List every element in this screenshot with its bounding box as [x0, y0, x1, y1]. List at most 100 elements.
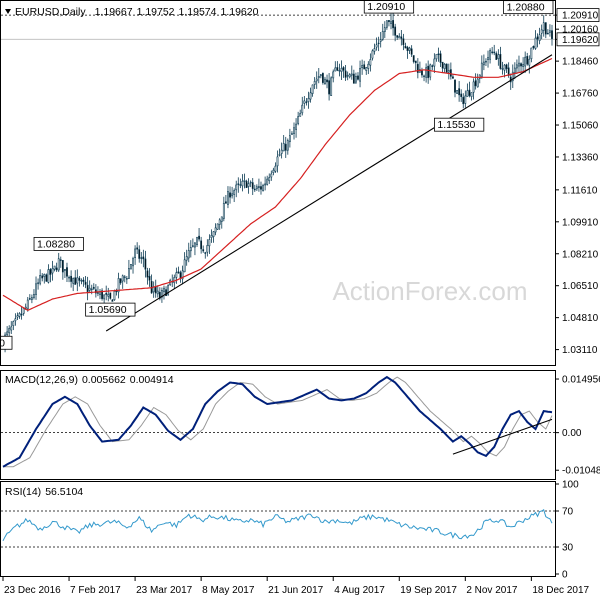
candle-body: [39, 274, 42, 284]
candle-body: [499, 54, 502, 69]
candle-body: [505, 64, 508, 70]
candle-body: [414, 60, 417, 64]
candle-body: [439, 53, 442, 63]
price-header: EURUSD,Daily 1.19667 1.19752 1.19574 1.19620: [15, 6, 259, 18]
date-axis-label: 4 Aug 2017: [334, 585, 385, 596]
candle-body: [522, 64, 525, 67]
candle-body: [437, 53, 440, 56]
candle-body: [470, 92, 473, 97]
candle-body: [59, 259, 62, 261]
macd-line: [2, 375, 553, 468]
candle-body: [544, 22, 547, 35]
candle-body: [142, 256, 145, 260]
dropdown-triangle-icon[interactable]: [5, 9, 11, 14]
candle-body: [66, 267, 68, 277]
candle-body: [210, 235, 213, 239]
price-axis-label: 1.04810: [562, 313, 599, 324]
candle-body: [6, 331, 9, 336]
candle-body: [425, 67, 428, 78]
candle-body: [511, 71, 514, 82]
price-annotation-label: 1.20910: [367, 1, 405, 13]
candle-body: [427, 65, 430, 79]
price-panel: 1.20910 1.20880 1.15530 1.08280 1.05690 1.0: [0, 0, 554, 353]
candle-body: [373, 48, 376, 52]
candle-body: [109, 292, 112, 299]
candle-body: [528, 58, 531, 66]
candle-body: [284, 143, 287, 151]
candle-body: [551, 30, 553, 39]
candle-body: [183, 259, 186, 273]
candle-body: [216, 223, 219, 230]
price-axis-label: 1.19620: [562, 35, 599, 46]
candle-body: [187, 250, 190, 259]
watermark: ActionForex.com: [332, 276, 527, 306]
candle-body: [220, 216, 223, 222]
rsi-value: 56.5104: [45, 486, 83, 498]
candle-body: [97, 292, 99, 294]
candle-body: [43, 274, 46, 277]
macd-panel-frame: [0, 370, 556, 480]
candle-body: [538, 34, 541, 42]
candle-body: [10, 326, 13, 331]
candle-body: [255, 186, 258, 190]
ohlc-close: 1.19620: [221, 6, 259, 18]
candle-body: [175, 272, 178, 278]
candle-body: [148, 275, 151, 281]
candle-body: [299, 113, 302, 117]
candle-body: [270, 173, 273, 178]
candle-body: [404, 45, 407, 49]
date-axis-label: 2 Nov 2017: [466, 585, 518, 596]
candle-body: [394, 26, 397, 36]
price-panel-frame: [0, 0, 556, 366]
candle-body: [291, 133, 293, 135]
candle-body: [503, 64, 506, 71]
candle-body: [194, 242, 196, 248]
candle-body: [441, 61, 444, 69]
macd-panel: [2, 375, 553, 468]
candle-body: [309, 92, 312, 100]
price-annotation-label: 1.05690: [89, 304, 127, 316]
price-annotation-box: [33, 237, 84, 251]
candle-body: [53, 265, 56, 270]
candle-body: [348, 74, 351, 78]
candle-body: [146, 270, 149, 278]
macd-header: MACD(12,26,9) 0.005662 0.004914: [5, 374, 174, 386]
candle-body: [258, 186, 260, 188]
candle-body: [272, 169, 275, 174]
candle-body: [334, 67, 337, 72]
candle-body: [132, 258, 134, 267]
candle-body: [245, 181, 248, 188]
candle-body: [301, 104, 304, 114]
candle-body: [355, 76, 357, 83]
candle-body: [33, 294, 35, 298]
rsi-axis-label: 0: [562, 570, 568, 581]
candle-body: [280, 149, 283, 154]
candle-body: [45, 274, 48, 282]
candle-body: [144, 258, 147, 270]
candle-body: [516, 64, 518, 69]
candle-body: [30, 297, 33, 300]
candle-body: [167, 285, 170, 295]
candle-body: [456, 90, 458, 94]
price-annotation-label: 1.15530: [437, 119, 475, 131]
candle-body: [487, 57, 489, 60]
candle-body: [546, 32, 549, 35]
candle-body: [173, 277, 176, 284]
candle-body: [520, 63, 522, 67]
price-axis-marker: [556, 32, 600, 47]
axes-layer: 1.209101.201601.196201.184601.167601.150…: [2, 8, 600, 596]
candle-body: [243, 180, 246, 182]
candle-body: [388, 20, 390, 23]
candle-body: [127, 268, 130, 279]
price-axis-label: 1.20910: [562, 11, 599, 22]
candle-body: [191, 245, 194, 247]
candle-body: [367, 63, 370, 69]
candle-body: [78, 277, 81, 281]
candle-body: [468, 89, 471, 96]
candle-body: [532, 46, 535, 48]
candle-body: [72, 278, 75, 284]
candle-body: [64, 269, 66, 271]
candle-body: [274, 165, 277, 172]
candle-body: [117, 278, 120, 293]
